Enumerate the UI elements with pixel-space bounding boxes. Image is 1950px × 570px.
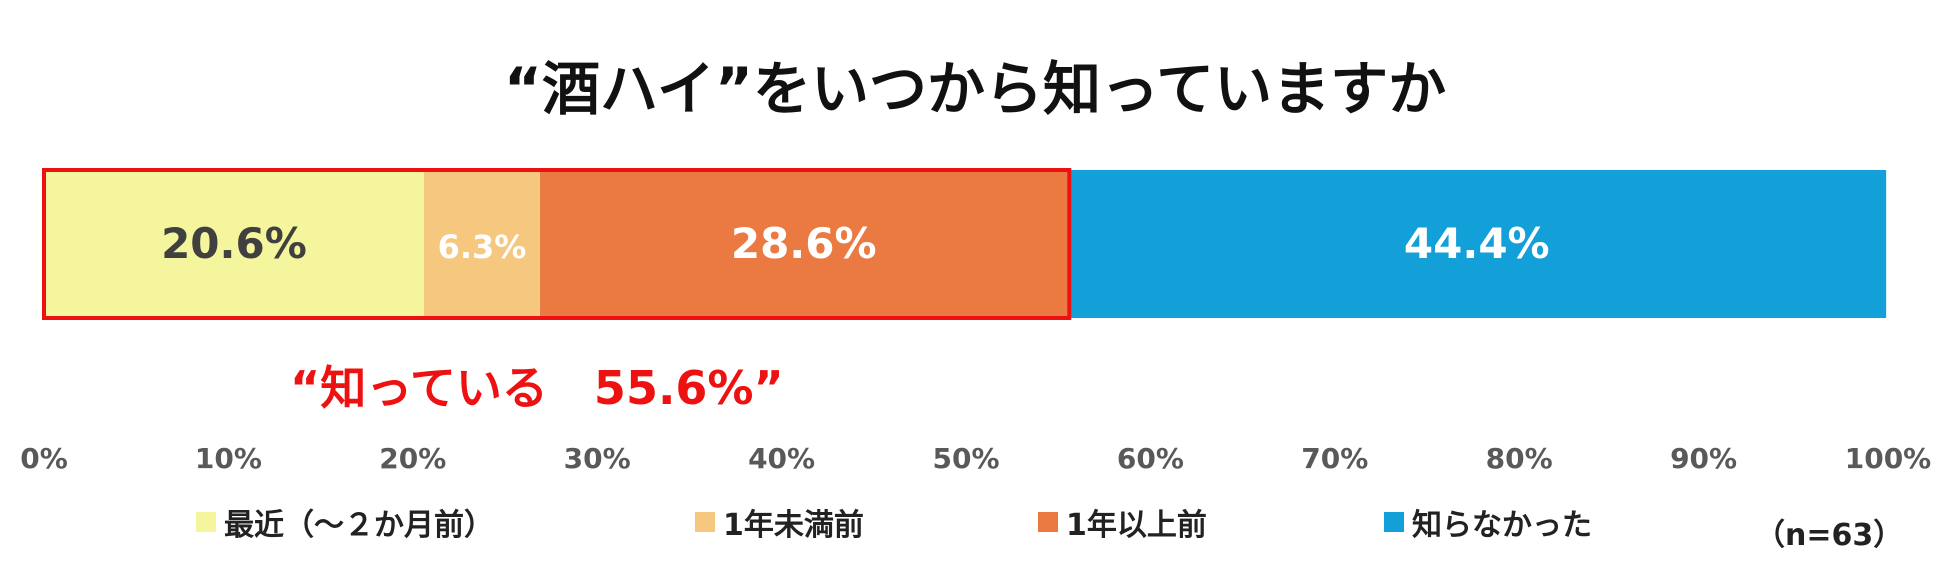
segment-labels: 20.6% 6.3% 28.6% 44.4% — [161, 219, 1550, 268]
bar-segment-label-3: 28.6% — [731, 219, 877, 268]
known-highlight-box — [42, 168, 1072, 320]
legend-item-over-1-year: 1年以上前 — [1038, 500, 1207, 544]
x-tick-label: 40% — [748, 442, 815, 475]
sample-size-note: （n=63） — [1755, 518, 1904, 553]
legend: 最近（～２か月前） 1年未満前 1年以上前 知らなかった — [0, 500, 1950, 550]
bar-segment-label-2: 6.3% — [438, 228, 527, 266]
legend-label-under-1-year: 1年未満前 — [723, 508, 864, 543]
bar-segment-3 — [540, 170, 1068, 318]
known-callout: “知っている 55.6%” — [290, 361, 784, 415]
bar-segment-label-4: 44.4% — [1404, 219, 1550, 268]
legend-swatch-under-1-year — [695, 512, 715, 532]
legend-item-didnt-know: 知らなかった — [1384, 500, 1592, 544]
x-tick-label: 90% — [1670, 442, 1737, 475]
x-tick-label: 80% — [1486, 442, 1553, 475]
legend-item-under-1-year: 1年未満前 — [695, 500, 864, 544]
chart-title: “酒ハイ”をいつから知っていますか — [503, 55, 1447, 123]
legend-label-didnt-know: 知らなかった — [1412, 508, 1592, 543]
x-tick-label: 50% — [932, 442, 999, 475]
legend-swatch-recent — [196, 512, 216, 532]
x-tick-label: 60% — [1117, 442, 1184, 475]
x-tick-label: 10% — [195, 442, 262, 475]
legend-label-over-1-year: 1年以上前 — [1066, 508, 1207, 543]
bar-segment-label-1: 20.6% — [161, 219, 307, 268]
x-tick-label: 0% — [20, 442, 68, 475]
legend-swatch-over-1-year — [1038, 512, 1058, 532]
legend-item-recent: 最近（～２か月前） — [196, 500, 494, 544]
legend-swatch-didnt-know — [1384, 512, 1404, 532]
x-axis-ticks: 0% 10% 20% 30% 40% 50% 60% 70% 80% 90% 100% — [20, 442, 1931, 475]
bar-segments — [44, 170, 1887, 318]
x-tick-label: 30% — [564, 442, 631, 475]
bar-segment-1 — [44, 170, 424, 318]
bar-segment-4 — [1067, 170, 1887, 318]
x-tick-label: 70% — [1301, 442, 1368, 475]
legend-label-recent: 最近（～２か月前） — [224, 508, 494, 543]
x-tick-label: 100% — [1845, 442, 1932, 475]
bar-segment-2 — [423, 170, 541, 318]
x-tick-label: 20% — [379, 442, 446, 475]
stacked-bar-chart: 20.6% 6.3% 28.6% 44.4% 0% 10% 20% 30% 40% 50% 60%… — [20, 168, 1931, 475]
